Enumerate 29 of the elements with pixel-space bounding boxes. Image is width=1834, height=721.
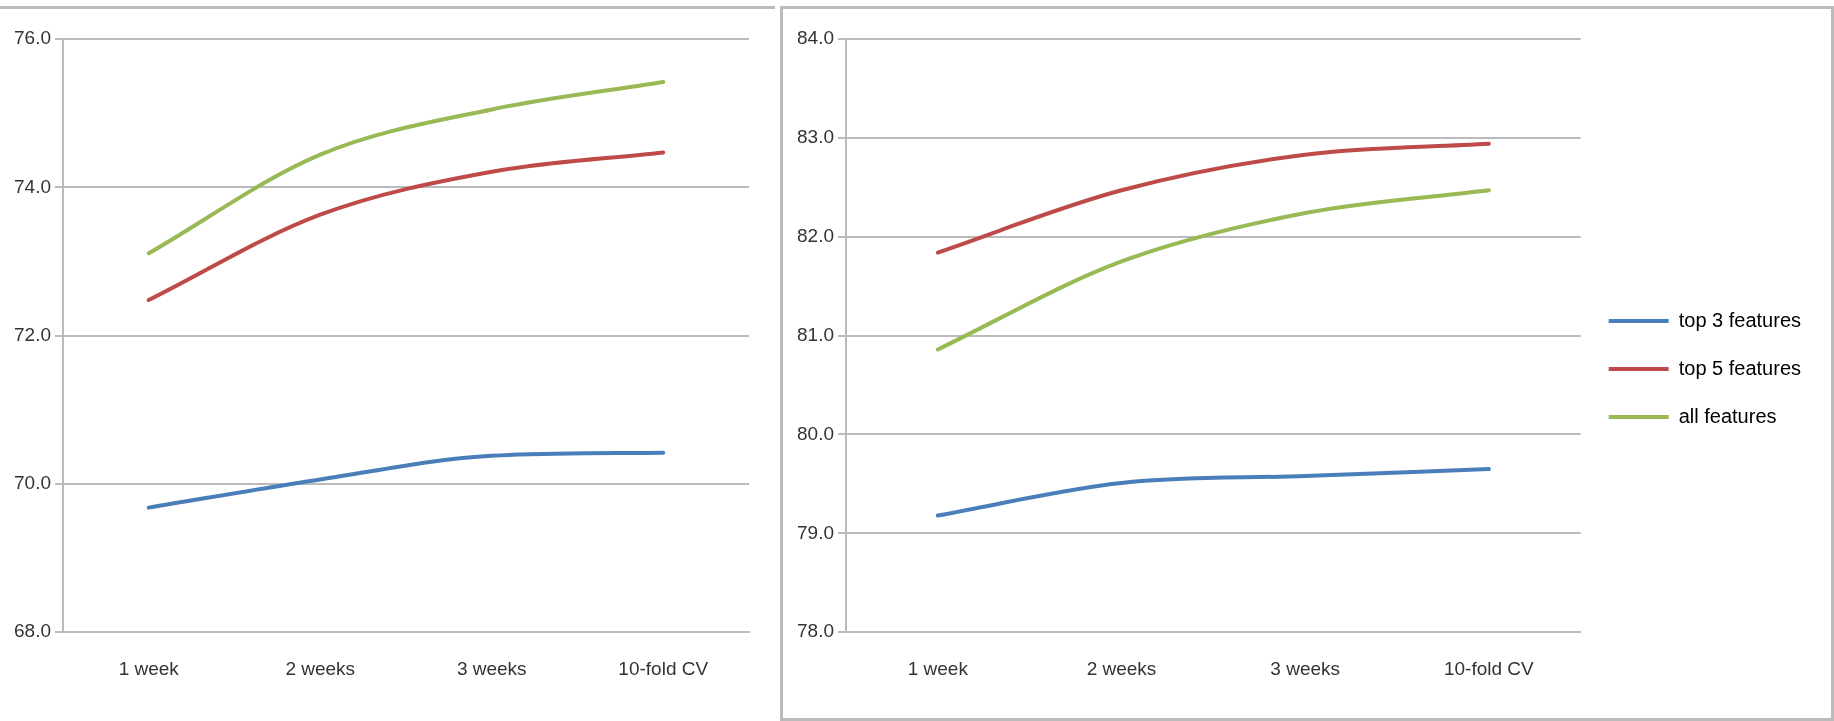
y-tick-label: 83.0: [797, 126, 834, 148]
y-tick-label: 72.0: [14, 323, 51, 345]
line-series: [146, 150, 666, 303]
y-tick-label: 78.0: [797, 620, 834, 642]
y-tick-label: 80.0: [797, 422, 834, 444]
line-series: [935, 188, 1491, 352]
x-tick-label: 3 weeks: [456, 657, 527, 679]
x-tick-label: 2 weeks: [1086, 657, 1157, 679]
y-tick-label: 74.0: [14, 175, 51, 197]
y-tick-label: 82.0: [797, 224, 834, 246]
y-tick-label: 81.0: [797, 323, 834, 345]
y-tick-label: 79.0: [797, 521, 834, 543]
legend-label: all features: [1678, 404, 1777, 427]
y-tick-label: 68.0: [14, 620, 51, 642]
y-tick-label: 84.0: [797, 27, 834, 49]
x-tick-label: 1 week: [907, 657, 969, 679]
line-series: [146, 450, 666, 510]
x-tick-label: 3 weeks: [1270, 657, 1341, 679]
legend-label: top 3 features: [1678, 308, 1802, 331]
line-series: [146, 80, 666, 256]
y-tick-label: 76.0: [14, 27, 51, 49]
x-tick-label: 1 week: [118, 657, 180, 679]
y-tick-label: 70.0: [14, 472, 51, 494]
line-series: [935, 467, 1491, 518]
legend-label: top 5 features: [1678, 356, 1802, 379]
x-tick-label: 2 weeks: [285, 657, 356, 679]
line-series: [935, 141, 1491, 255]
x-tick-label: 10-fold CV: [1443, 657, 1535, 679]
x-tick-label: 10-fold CV: [618, 657, 709, 679]
